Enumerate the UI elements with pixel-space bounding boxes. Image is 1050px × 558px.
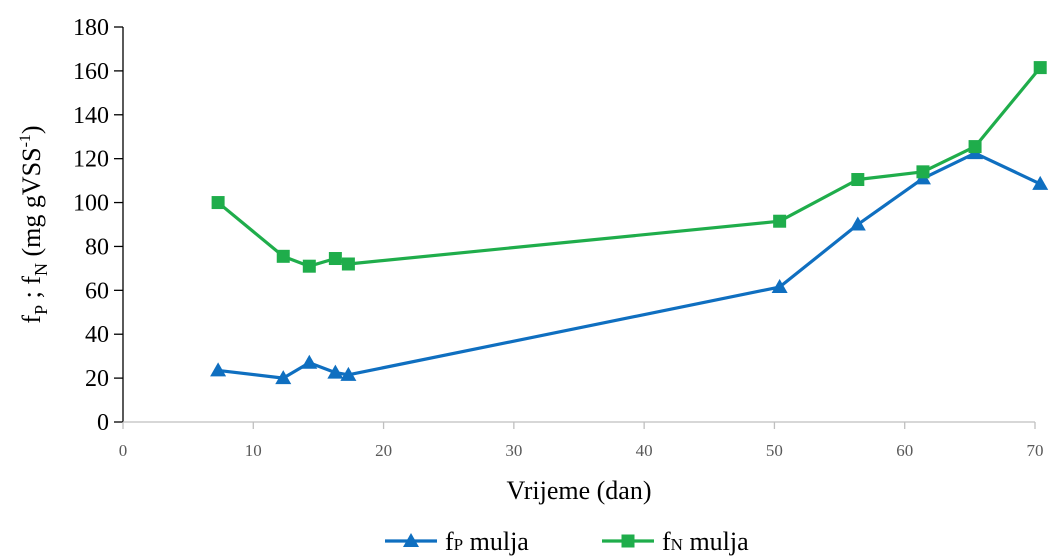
data-point xyxy=(301,354,318,369)
x-tick-label: 40 xyxy=(636,441,653,460)
y-tick-label: 60 xyxy=(85,278,109,304)
data-point xyxy=(275,370,292,385)
y-axis-title-part: ; f xyxy=(17,276,46,305)
legend-swatch-marker xyxy=(621,534,635,548)
series-layer xyxy=(210,61,1049,385)
legend-label-part: N xyxy=(671,535,683,554)
legend-item: fP mulja xyxy=(385,527,529,556)
legend-item: fN mulja xyxy=(602,527,749,556)
data-point xyxy=(849,216,866,231)
data-point xyxy=(327,364,344,379)
legend-label-part: f xyxy=(445,527,454,556)
data-point xyxy=(916,165,930,179)
y-axis-title-part: ) xyxy=(17,125,46,134)
x-tick-label: 50 xyxy=(766,441,783,460)
x-tick-label: 70 xyxy=(1027,441,1044,460)
y-tick-label: 40 xyxy=(85,322,109,348)
x-tick-label: 0 xyxy=(119,441,128,460)
data-point xyxy=(968,140,982,154)
y-axis-title-part: P xyxy=(31,305,51,315)
data-point xyxy=(340,366,357,381)
legend-label: fP mulja xyxy=(445,527,529,556)
data-point xyxy=(276,249,290,263)
y-tick-label: 100 xyxy=(73,191,109,217)
axes: 0 20 40 60 80 100 120 140 160 180 0 10 20 30 40 50 60 70 xyxy=(73,15,1044,460)
series-line xyxy=(217,66,1042,268)
legend-swatch-marker xyxy=(403,533,419,547)
y-axis-title-part: -1 xyxy=(17,134,34,147)
y-axis-title-part: N xyxy=(31,263,51,276)
y-tick-label: 160 xyxy=(73,59,109,85)
series-square xyxy=(211,61,1047,273)
data-point xyxy=(341,257,355,271)
legend: fP mulja fN mulja xyxy=(385,527,749,556)
y-axis-title: fP ; fN (mg gVSS-1) xyxy=(17,125,51,323)
data-point xyxy=(211,196,225,210)
y-tick-label: 0 xyxy=(97,410,109,436)
data-point xyxy=(771,279,788,294)
x-axis-title: Vrijeme (dan) xyxy=(507,476,652,505)
x-tick-label: 30 xyxy=(505,441,522,460)
legend-label-part: mulja xyxy=(463,527,529,556)
legend-label: fN mulja xyxy=(662,527,749,556)
y-tick-label: 120 xyxy=(73,147,109,173)
y-tick-label: 180 xyxy=(73,15,109,41)
legend-label-part: P xyxy=(454,535,463,554)
data-point xyxy=(328,252,342,266)
x-tick-label: 60 xyxy=(896,441,913,460)
series-triangle xyxy=(210,145,1049,385)
y-tick-label: 80 xyxy=(85,234,109,260)
data-point xyxy=(851,173,865,187)
legend-label-part: mulja xyxy=(683,527,749,556)
series-line xyxy=(217,151,1041,380)
y-axis-title-part: (mg gVSS xyxy=(17,147,46,263)
legend-label-part: f xyxy=(662,527,671,556)
x-tick-label: 10 xyxy=(245,441,262,460)
data-point xyxy=(302,259,316,273)
y-axis-title-part: f xyxy=(17,315,46,324)
data-point xyxy=(773,214,787,228)
x-tick-label: 20 xyxy=(375,441,392,460)
y-tick-label: 140 xyxy=(73,103,109,129)
data-point xyxy=(210,362,227,377)
y-tick-label: 20 xyxy=(85,366,109,392)
data-point xyxy=(1033,61,1047,75)
data-point xyxy=(1032,175,1049,190)
